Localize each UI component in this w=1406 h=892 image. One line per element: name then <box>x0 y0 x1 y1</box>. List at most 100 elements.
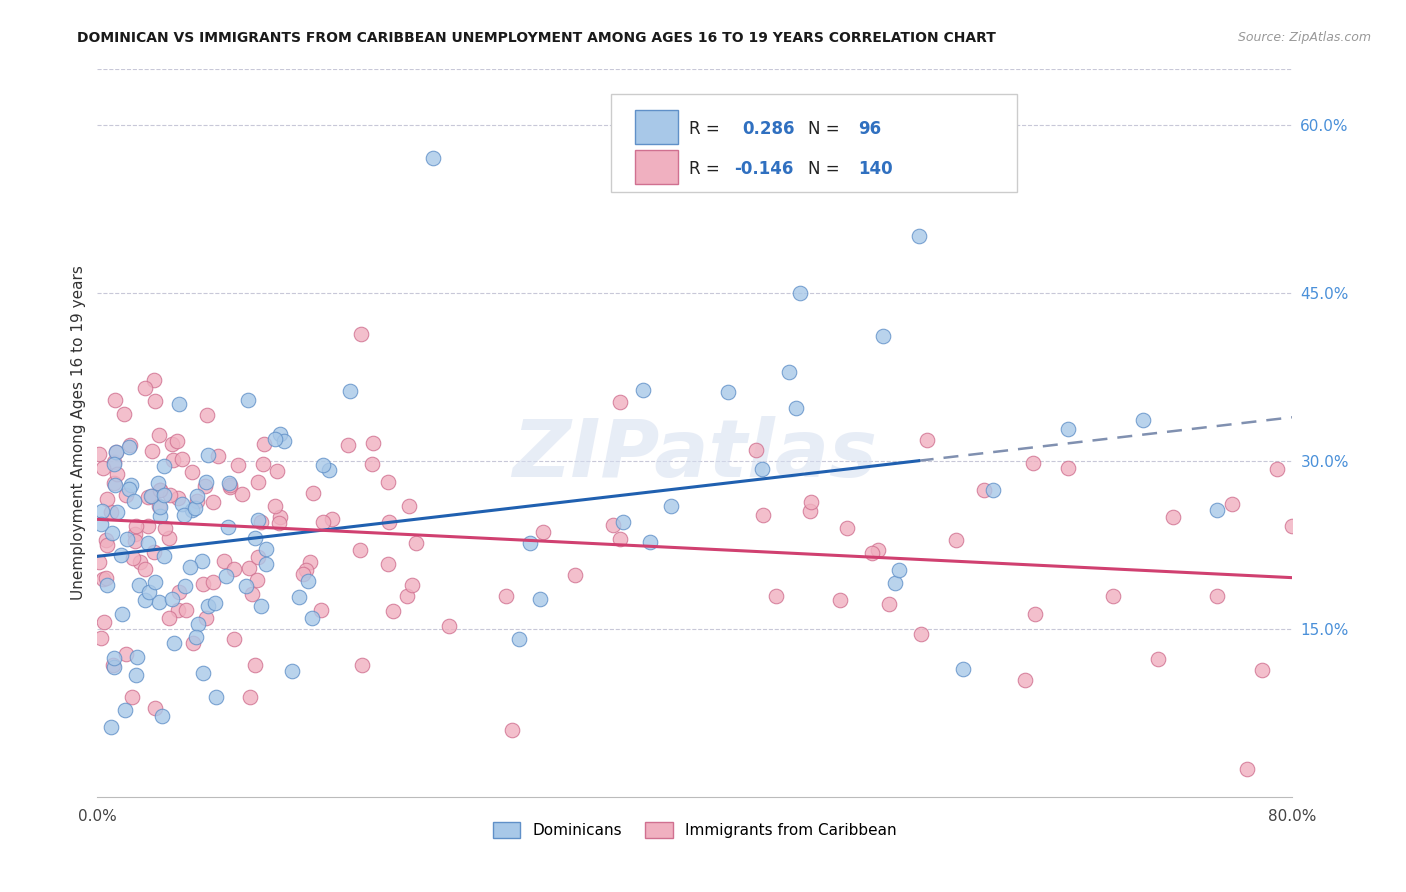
Point <box>312 515 335 529</box>
Point <box>138 585 160 599</box>
Point <box>297 574 319 589</box>
Point <box>1206 589 1229 603</box>
Point <box>194 479 217 493</box>
Point <box>1251 663 1274 677</box>
Point <box>247 550 270 565</box>
Point <box>153 521 176 535</box>
Point <box>93 615 115 629</box>
Point <box>519 535 541 549</box>
Text: N =: N = <box>808 160 845 178</box>
Point <box>287 591 309 605</box>
Point <box>609 532 631 546</box>
Point <box>90 516 112 531</box>
Point <box>298 555 321 569</box>
Point <box>301 611 323 625</box>
Point <box>104 444 127 458</box>
Point <box>222 562 245 576</box>
Point <box>1057 421 1080 435</box>
Point <box>153 549 176 563</box>
Point <box>87 447 110 461</box>
Point <box>405 536 427 550</box>
Point <box>250 515 273 529</box>
Text: N =: N = <box>808 120 845 138</box>
Point <box>149 508 172 523</box>
Point <box>167 397 190 411</box>
Point <box>872 329 894 343</box>
Point <box>789 285 811 300</box>
Point <box>195 408 218 422</box>
Point <box>134 381 156 395</box>
Point <box>945 533 967 547</box>
Point <box>361 436 384 450</box>
Point <box>361 457 384 471</box>
Point <box>186 489 208 503</box>
Legend: Dominicans, Immigrants from Caribbean: Dominicans, Immigrants from Caribbean <box>486 816 903 845</box>
Point <box>121 690 143 705</box>
Point <box>312 458 335 473</box>
Point <box>166 603 188 617</box>
Point <box>159 488 181 502</box>
Point <box>170 497 193 511</box>
Point <box>240 587 263 601</box>
Point <box>162 453 184 467</box>
Point <box>136 535 159 549</box>
Point <box>398 499 420 513</box>
Point <box>219 478 242 492</box>
Point <box>1281 519 1303 533</box>
Point <box>186 494 208 508</box>
Point <box>148 499 170 513</box>
Point <box>917 434 939 448</box>
Point <box>609 395 631 409</box>
Point <box>254 558 277 572</box>
Point <box>219 480 242 494</box>
Point <box>235 579 257 593</box>
Point <box>501 723 523 737</box>
Point <box>238 393 260 408</box>
Point <box>1021 456 1043 470</box>
Point <box>295 563 318 577</box>
Point <box>153 458 176 473</box>
Point <box>226 458 249 472</box>
Point <box>139 489 162 503</box>
Point <box>100 505 122 519</box>
Point <box>193 665 215 680</box>
Point <box>204 597 226 611</box>
Point <box>564 568 586 582</box>
Point <box>602 517 624 532</box>
Point <box>115 488 138 502</box>
Point <box>160 436 183 450</box>
Point <box>166 434 188 448</box>
Point <box>1220 497 1243 511</box>
Point <box>93 461 115 475</box>
Point <box>243 532 266 546</box>
Point <box>118 441 141 455</box>
Text: -0.146: -0.146 <box>734 160 793 178</box>
Point <box>162 592 184 607</box>
Y-axis label: Unemployment Among Ages 16 to 19 years: Unemployment Among Ages 16 to 19 years <box>72 266 86 600</box>
Point <box>170 452 193 467</box>
Point <box>239 690 262 704</box>
Point <box>148 595 170 609</box>
Point <box>104 477 127 491</box>
Point <box>266 464 288 478</box>
Point <box>122 493 145 508</box>
Point <box>981 483 1004 497</box>
Point <box>184 500 207 515</box>
Point <box>318 463 340 477</box>
Point <box>785 401 807 416</box>
Point <box>778 365 800 379</box>
Point <box>350 326 373 341</box>
Point <box>1014 673 1036 687</box>
Point <box>1146 652 1168 666</box>
Point <box>100 720 122 734</box>
Point <box>103 660 125 674</box>
Point <box>254 541 277 556</box>
Point <box>337 438 360 452</box>
Point <box>94 533 117 547</box>
Point <box>149 483 172 497</box>
Point <box>751 508 773 522</box>
Point <box>141 444 163 458</box>
Point <box>181 636 204 650</box>
Point <box>111 607 134 621</box>
Point <box>143 701 166 715</box>
